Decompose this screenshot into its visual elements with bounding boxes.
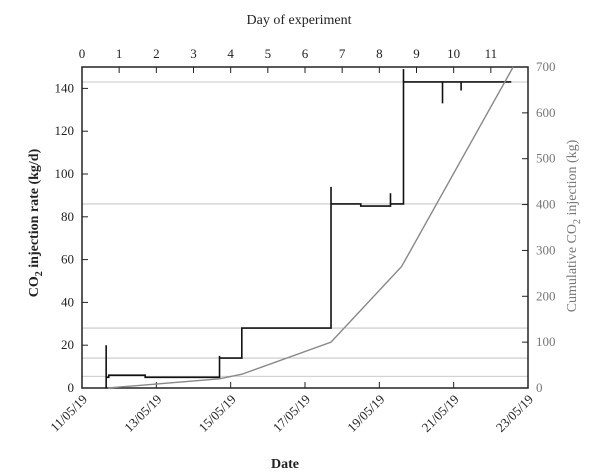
top-tick-label: 5 xyxy=(265,46,272,61)
top-tick-label: 6 xyxy=(302,46,309,61)
left-axis-ticks: 0 20 40 60 80 100 120 140 xyxy=(55,80,88,395)
bottom-tick-label: 21/05/19 xyxy=(418,392,461,435)
top-tick-label: 9 xyxy=(413,46,420,61)
left-tick-label: 120 xyxy=(55,123,75,138)
series-cumulative-injection xyxy=(107,66,514,389)
right-tick-label: 200 xyxy=(536,288,556,303)
top-tick-label: 11 xyxy=(485,46,498,61)
right-tick-label: 400 xyxy=(536,197,556,212)
series-injection-rate xyxy=(105,69,512,388)
right-tick-label: 600 xyxy=(536,105,556,120)
bottom-tick-label: 11/05/19 xyxy=(47,392,90,435)
right-axis-title: Cumulative CO2 injection (kg) xyxy=(565,139,583,312)
top-axis-ticks: 0 1 2 3 4 5 6 7 8 9 10 11 xyxy=(79,46,497,73)
series-layer xyxy=(105,66,514,389)
top-tick-label: 1 xyxy=(116,46,123,61)
bottom-tick-label: 19/05/19 xyxy=(344,392,387,435)
bottom-tick-label: 15/05/19 xyxy=(195,392,238,435)
bottom-axis-ticks: 11/05/19 13/05/19 15/05/19 17/05/19 19/05/19… xyxy=(47,382,536,435)
top-tick-label: 8 xyxy=(376,46,383,61)
right-axis-ticks: 0 100 200 300 400 500 600 700 xyxy=(522,59,556,395)
left-tick-label: 100 xyxy=(55,166,75,181)
right-tick-label: 500 xyxy=(536,151,556,166)
left-tick-label: 80 xyxy=(61,209,74,224)
left-tick-label: 40 xyxy=(61,294,74,309)
right-tick-label: 300 xyxy=(536,242,556,257)
right-tick-label: 100 xyxy=(536,334,556,349)
top-axis-title: Day of experiment xyxy=(247,13,352,28)
plot-frame xyxy=(81,66,529,389)
left-tick-label: 20 xyxy=(61,337,74,352)
top-tick-label: 2 xyxy=(153,46,160,61)
reference-lines xyxy=(82,81,528,377)
left-tick-label: 140 xyxy=(55,80,75,95)
left-tick-label: 60 xyxy=(61,252,74,267)
right-tick-label: 700 xyxy=(536,59,556,74)
top-tick-label: 3 xyxy=(190,46,197,61)
top-tick-label: 7 xyxy=(339,46,346,61)
top-tick-label: 4 xyxy=(227,46,234,61)
bottom-axis-title: Date xyxy=(271,457,299,472)
right-tick-label: 0 xyxy=(536,380,543,395)
top-tick-label: 10 xyxy=(447,46,460,61)
top-tick-label: 0 xyxy=(79,46,86,61)
bottom-tick-label: 17/05/19 xyxy=(270,392,313,435)
left-axis-title: CO2 injection rate (kg/d) xyxy=(27,148,45,297)
bottom-tick-label: 13/05/19 xyxy=(121,392,164,435)
bottom-tick-label: 23/05/19 xyxy=(493,392,536,435)
left-tick-label: 0 xyxy=(68,380,75,395)
